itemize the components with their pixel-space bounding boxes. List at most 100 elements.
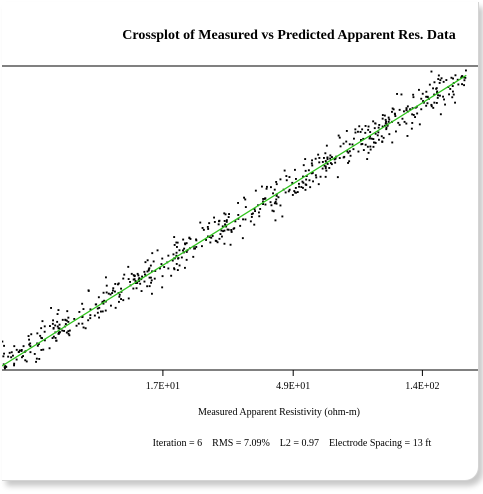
data-point [209, 241, 212, 244]
data-point [288, 176, 291, 178]
data-point [403, 110, 405, 113]
data-point [58, 323, 61, 326]
data-point [405, 107, 408, 110]
data-point [318, 161, 321, 164]
data-point [398, 123, 401, 126]
data-point [170, 274, 173, 277]
data-point [96, 307, 99, 310]
data-point [331, 156, 333, 158]
data-point [82, 326, 85, 329]
data-point [224, 213, 227, 216]
data-point [330, 163, 333, 166]
data-point [112, 289, 114, 292]
data-point [406, 105, 409, 108]
data-point [189, 238, 192, 240]
x-tick-label: 1.7E+01 [146, 381, 180, 392]
data-point [50, 307, 52, 309]
data-point [400, 93, 403, 96]
data-point [444, 103, 446, 106]
data-point [254, 189, 257, 192]
data-point [233, 227, 236, 230]
data-point [421, 92, 424, 95]
data-point [118, 295, 121, 298]
data-point [249, 220, 252, 223]
data-point [437, 74, 440, 77]
data-point [262, 200, 264, 203]
data-point [338, 157, 341, 159]
data-point [291, 194, 294, 196]
data-point [305, 178, 308, 181]
data-point [309, 186, 312, 189]
data-point [435, 87, 438, 90]
data-point [388, 133, 391, 136]
data-point [127, 265, 130, 268]
data-point [373, 127, 376, 130]
data-point [227, 228, 230, 231]
data-point [384, 118, 387, 121]
data-point [130, 272, 133, 275]
data-point [342, 156, 345, 159]
data-point [436, 90, 439, 93]
data-point [182, 238, 185, 241]
data-point [67, 332, 70, 335]
data-point [377, 126, 380, 129]
data-point [300, 186, 303, 188]
data-point [364, 125, 367, 127]
data-point [12, 354, 14, 357]
data-point [41, 320, 44, 323]
data-point [294, 187, 297, 189]
data-point [40, 349, 43, 351]
data-point [376, 134, 379, 137]
data-point [141, 275, 143, 278]
data-point [367, 151, 370, 154]
data-point [56, 320, 59, 323]
data-point [349, 154, 352, 157]
data-point [15, 348, 18, 351]
data-point [428, 83, 431, 86]
data-point [302, 164, 305, 167]
data-point [426, 95, 429, 98]
data-point [28, 338, 30, 341]
data-point [208, 222, 211, 225]
data-point [64, 323, 67, 325]
data-point [176, 269, 179, 271]
data-point [262, 203, 264, 205]
data-point [377, 131, 380, 134]
data-point [326, 158, 329, 161]
data-point [460, 75, 463, 78]
data-point [148, 276, 151, 279]
data-point [146, 270, 149, 273]
data-point [173, 267, 175, 270]
data-point [315, 176, 318, 179]
data-point [176, 241, 179, 244]
data-point [230, 230, 233, 233]
data-point [250, 213, 253, 216]
data-point [35, 357, 38, 360]
data-point [120, 287, 122, 290]
data-point [425, 90, 428, 93]
x-tick-label: 1.4E+02 [405, 381, 439, 392]
data-point [146, 259, 149, 262]
data-point [114, 306, 117, 309]
data-point [398, 108, 401, 111]
data-point [405, 109, 408, 112]
data-point [372, 138, 375, 140]
data-point [105, 284, 108, 287]
data-point [55, 339, 58, 342]
data-point [10, 351, 13, 354]
chart-frame: Crossplot of Measured vs Predicted Appar… [2, 2, 479, 481]
data-point [312, 180, 314, 183]
data-point [334, 161, 337, 164]
data-point [161, 275, 164, 278]
data-point [436, 91, 438, 94]
data-point [345, 140, 348, 143]
data-point [397, 121, 400, 124]
data-point [184, 243, 187, 246]
data-point [311, 164, 314, 167]
data-point [2, 355, 5, 358]
data-point [96, 311, 99, 314]
data-point [87, 289, 90, 292]
data-point [380, 135, 383, 138]
data-point [150, 276, 152, 279]
data-point [411, 122, 414, 124]
